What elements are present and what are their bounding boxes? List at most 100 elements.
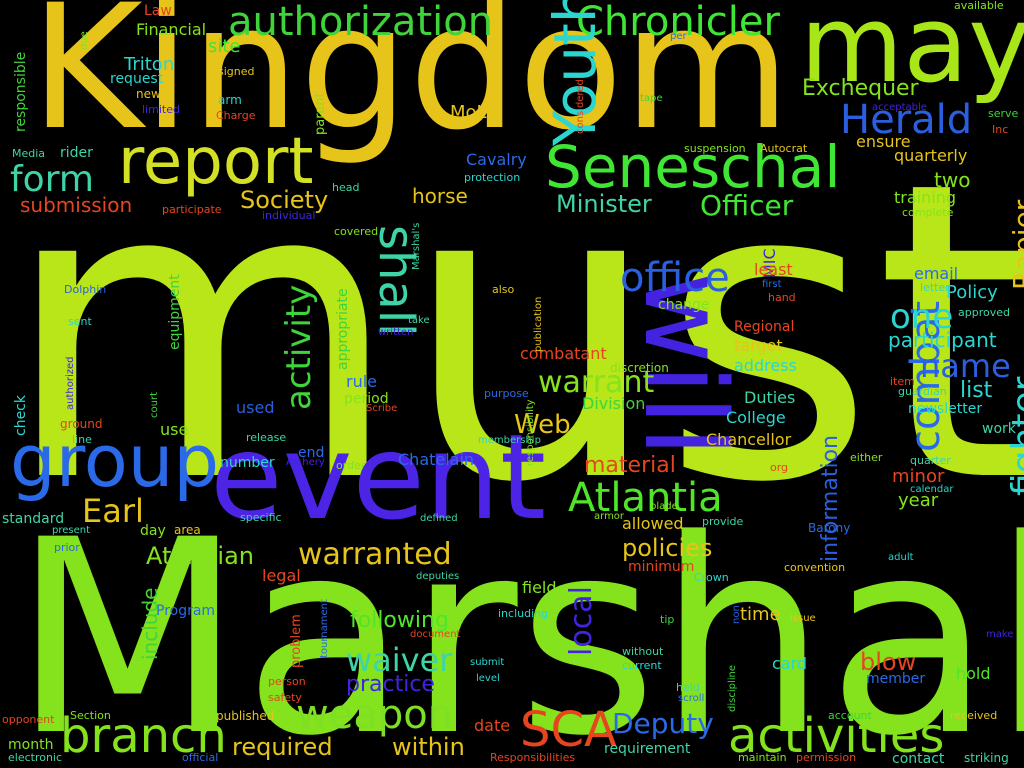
word-newsletter: newsletter xyxy=(908,401,983,417)
word-sca: SCA xyxy=(520,702,617,758)
word-first: first xyxy=(762,279,782,290)
word-training: training xyxy=(894,188,956,207)
word-written: written xyxy=(378,327,414,338)
word-earl: Earl xyxy=(82,492,144,530)
word-group: group xyxy=(10,419,220,503)
word-request: request xyxy=(110,71,164,87)
word-activities: activities xyxy=(728,708,945,764)
word-provide: provide xyxy=(702,515,744,528)
word-address: address xyxy=(734,356,797,375)
word-horse: horse xyxy=(412,184,468,208)
word-deputies: deputies xyxy=(416,571,460,582)
word-ensure: ensure xyxy=(856,132,911,151)
word-branch: branch xyxy=(60,708,227,764)
word-permission: permission xyxy=(796,751,857,764)
word-submission: submission xyxy=(20,193,133,217)
word-purpose: purpose xyxy=(484,387,529,400)
word-office: office xyxy=(620,255,730,301)
word-program: Program xyxy=(156,603,216,619)
word-membership: membership xyxy=(478,435,541,446)
word-new: new xyxy=(136,87,161,101)
word-least: least xyxy=(754,260,793,279)
word-scroll: scroll xyxy=(678,693,705,704)
word-crown: Crown xyxy=(694,571,729,584)
word-policies: policies xyxy=(622,534,713,562)
word-section: Section xyxy=(70,709,111,722)
word-acceptable: acceptable xyxy=(872,102,927,113)
word-regional: Regional xyxy=(734,319,795,335)
word-tape: tape xyxy=(640,93,663,104)
word-event: event xyxy=(210,408,547,546)
word-site: site xyxy=(208,36,241,57)
word-serve: serve xyxy=(988,107,1019,120)
word-tournament: tournament xyxy=(319,599,330,658)
word-activity: activity xyxy=(279,284,319,410)
word-responsible: responsible xyxy=(13,51,29,132)
word-web: Web xyxy=(514,410,571,440)
word-end: end xyxy=(298,445,325,461)
word-guardian: guardian xyxy=(898,385,947,398)
word-time: time xyxy=(740,604,781,625)
word-authorization: authorization xyxy=(228,0,494,45)
word-email: email xyxy=(914,264,959,283)
word-person: person xyxy=(268,675,306,688)
word-year: year xyxy=(898,490,939,511)
word-court: court xyxy=(149,392,160,418)
word-publication: publication xyxy=(533,296,544,352)
word-within: within xyxy=(392,733,465,761)
word-quarter: quarter xyxy=(910,454,951,467)
word-blade: blade xyxy=(650,501,678,512)
word-requirement: requirement xyxy=(604,741,691,757)
word-following: following xyxy=(350,608,449,633)
word-mol: MoL xyxy=(450,102,487,123)
word-striking: striking xyxy=(964,751,1009,765)
word-must: must xyxy=(2,94,1024,572)
word-rider: rider xyxy=(60,145,93,161)
word-list: list xyxy=(960,378,993,403)
word-suspension: suspension xyxy=(684,142,746,155)
word-responsibility: responsibility xyxy=(525,399,536,466)
word-opponent: opponent xyxy=(2,713,55,726)
word-problem: problem xyxy=(289,614,304,668)
word-barony: Barony xyxy=(808,521,851,535)
word-make: make xyxy=(986,629,1014,640)
word-letter: letter xyxy=(920,281,950,294)
word-defined: defined xyxy=(420,513,458,524)
word-use: use xyxy=(160,420,189,439)
word-field: field xyxy=(522,578,557,597)
word-required: required xyxy=(232,733,333,761)
word-level: level xyxy=(476,673,500,684)
word-duties: Duties xyxy=(744,388,796,407)
word-check: check xyxy=(13,395,29,436)
word-line: line xyxy=(72,433,92,446)
word-society: Society xyxy=(240,186,329,214)
word-financial: Financial xyxy=(136,20,207,39)
word-including: including xyxy=(498,607,549,620)
word-convention: convention xyxy=(784,561,846,574)
word-discretion: discretion xyxy=(610,361,669,375)
word-officer: Officer xyxy=(700,189,794,222)
word-submit: submit xyxy=(470,657,505,668)
word-approved: approved xyxy=(958,306,1010,319)
word-authorized: authorized xyxy=(65,356,76,410)
word-release: release xyxy=(246,431,287,444)
word-include: include xyxy=(138,587,162,660)
word-covered: covered xyxy=(334,225,379,238)
word-protection: protection xyxy=(464,171,521,184)
word-rule: rule xyxy=(346,372,378,391)
word-adult: adult xyxy=(888,552,914,563)
word-division: Division xyxy=(582,394,646,413)
word-issue: issue xyxy=(790,613,816,624)
word-available: available xyxy=(954,0,1004,12)
word-participate: participate xyxy=(162,203,222,216)
word-discipline: discipline xyxy=(727,664,738,712)
word-prior: prior xyxy=(54,541,80,554)
word-used: used xyxy=(236,398,275,417)
word-item: item xyxy=(890,375,915,388)
word-safety: safety xyxy=(268,691,302,704)
word-per: per xyxy=(670,31,687,42)
word-equipment: equipment xyxy=(167,274,183,350)
word-seneschal: Seneschal xyxy=(545,133,841,201)
word-current: current xyxy=(622,659,662,672)
